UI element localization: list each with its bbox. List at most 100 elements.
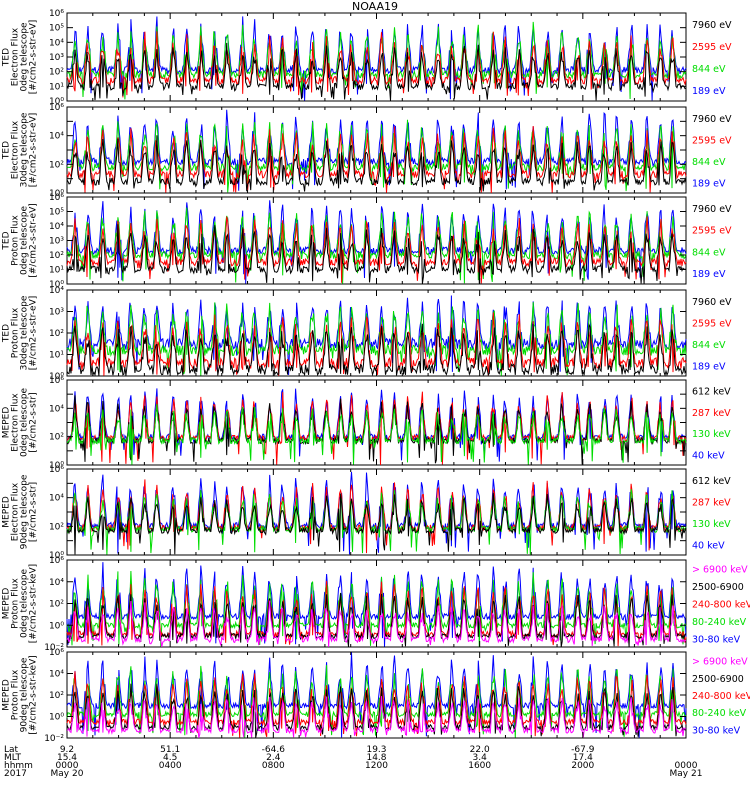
series-line-blue xyxy=(66,471,687,555)
y-axis-label-line: [#/cm2-s-str-keV] xyxy=(29,564,39,643)
series-line-red xyxy=(66,671,687,738)
y-tick-label: 10⁰ xyxy=(49,372,64,382)
panel-1: 10⁰ 10¹ 10² 10³ 10⁴ 10⁵ 10⁶ TEDElectron Flux0de… xyxy=(2,9,733,107)
y-tick-label: 10⁰ xyxy=(49,461,64,471)
x-tick-label: 1200 xyxy=(365,761,388,771)
legend-entry: 844 eV xyxy=(692,247,726,258)
x-tick-label: 2.4 xyxy=(266,753,281,763)
y-tick-label: 10⁻² xyxy=(44,643,64,653)
y-tick-label: 10⁶ xyxy=(49,193,64,203)
legend-entry: 130 keV xyxy=(692,429,731,440)
y-axis-label-line: 0deg telescope xyxy=(20,388,30,458)
legend-entry: > 6900 keV xyxy=(692,657,748,668)
y-tick-label: 10⁴ xyxy=(49,404,64,414)
legend-entry: 287 keV xyxy=(692,408,731,419)
y-tick-label: 10⁴ xyxy=(49,222,64,232)
legend-entry: 240-800 keV xyxy=(692,691,750,702)
series-line-green xyxy=(66,302,687,376)
y-axis-label-line: 90deg telescope xyxy=(20,657,30,732)
y-axis-label: MEPEDElectron Flux0deg telescope[#/cm2-s… xyxy=(2,388,39,458)
y-axis-label-line: [#/cm2-s-str-eV] xyxy=(29,113,39,188)
y-axis-label-line: [#/cm2-s-str-eV] xyxy=(29,203,39,278)
y-tick-label: 10⁵ xyxy=(49,24,64,34)
y-tick-label: 10¹ xyxy=(49,266,64,276)
y-tick-label: 10⁶ xyxy=(49,465,64,475)
y-axis-label-line: 30deg telescope xyxy=(20,295,30,370)
y-tick-label: 10⁴ xyxy=(49,670,64,680)
series-line-blue xyxy=(66,562,687,647)
x-row-label: Lat xyxy=(4,745,19,755)
x-tick-label: -67.9 xyxy=(571,745,595,755)
series-line-green xyxy=(66,119,687,193)
y-axis-label-line: TED xyxy=(2,231,12,250)
y-tick-label: 10⁴ xyxy=(49,38,64,48)
y-tick-label: 10³ xyxy=(49,53,64,63)
y-axis-label-line: 0deg telescope xyxy=(20,22,30,92)
y-axis-label-line: Electron Flux xyxy=(11,393,21,452)
y-axis-label: TEDProton Flux30deg telescope[#/cm2-s-st… xyxy=(2,295,39,370)
legend-entry: 2595 eV xyxy=(692,226,732,237)
y-tick-label: 10² xyxy=(49,251,64,261)
y-tick-label: 10² xyxy=(49,160,64,170)
x-tick-label: 19.3 xyxy=(366,745,386,755)
x-tick-label: 17.4 xyxy=(573,753,593,763)
legend-entry: 2500-6900 xyxy=(692,582,744,593)
y-axis-label-line: [#/cm2-s-str-keV] xyxy=(29,655,39,734)
y-tick-label: 10⁴ xyxy=(49,132,64,142)
y-axis-label-line: Proton Flux xyxy=(11,669,21,720)
y-tick-label: 10² xyxy=(49,68,64,78)
legend-entry: 7960 eV xyxy=(692,20,732,31)
y-axis-label-line: MEPED xyxy=(2,588,12,620)
legend-entry: 844 eV xyxy=(692,340,726,351)
legend-entry: 7960 eV xyxy=(692,204,732,215)
y-tick-label: 10⁰ xyxy=(49,713,64,723)
legend-entry: 844 eV xyxy=(692,64,726,75)
y-tick-label: 10⁰ xyxy=(49,97,64,107)
legend-entry: 30-80 keV xyxy=(692,634,741,645)
legend-entry: 40 keV xyxy=(692,540,725,551)
series-line-green xyxy=(66,570,687,647)
x-tick-label: 0000 xyxy=(675,761,698,771)
y-tick-label: 10³ xyxy=(49,237,64,247)
x-tick-label: 14.8 xyxy=(366,753,386,763)
legend-entry: 189 eV xyxy=(692,361,726,372)
x-row-label: MLT xyxy=(4,753,22,763)
legend-entry: 189 eV xyxy=(692,269,726,280)
legend-entry: 80-240 keV xyxy=(692,708,747,719)
y-axis-label-line: MEPED xyxy=(2,496,12,528)
y-tick-label: 10⁶ xyxy=(49,648,64,658)
series-line-red xyxy=(66,31,687,98)
legend-entry: 240-800 keV xyxy=(692,600,750,611)
series-line-black xyxy=(66,42,687,101)
figure-title: NOAA19 xyxy=(351,0,399,13)
x-tick-label: May 21 xyxy=(670,769,703,779)
x-tick-label: 15.4 xyxy=(57,753,77,763)
y-axis-label: MEPEDProton Flux90deg telescope[#/cm2-s-… xyxy=(2,655,39,734)
legend-entry: 612 keV xyxy=(692,476,731,487)
legend-entry: 612 keV xyxy=(692,387,731,398)
y-tick-label: 10⁴ xyxy=(49,494,64,504)
series-line-green xyxy=(66,403,687,465)
y-tick-label: 10⁴ xyxy=(49,286,64,296)
legend-entry: 189 eV xyxy=(692,178,726,189)
panel-3: 10⁰ 10¹ 10² 10³ 10⁴ 10⁵ 10⁶ TEDProton Flux0deg … xyxy=(2,193,733,290)
x-tick-label: 0400 xyxy=(159,761,182,771)
legend-entry: 189 eV xyxy=(692,86,726,97)
panel-4: 10⁰ 10¹ 10² 10³ 10⁴ TEDProton Flux30deg teles… xyxy=(2,286,733,382)
y-tick-label: 10⁰ xyxy=(49,551,64,561)
panel-5: 10⁰ 10² 10⁴ 10⁶ MEPEDElectron Flux0deg teles… xyxy=(2,376,732,471)
y-axis-label-line: MEPED xyxy=(2,407,12,439)
y-axis-label-line: TED xyxy=(2,324,12,343)
series-line-red xyxy=(66,391,687,466)
series-line-blue xyxy=(66,652,687,738)
y-axis-label: MEPEDElectron Flux90deg telescope[#/cm2-… xyxy=(2,474,39,549)
series-line-black xyxy=(66,492,687,555)
y-axis-label: TEDProton Flux0deg telescope[#/cm2-s-str… xyxy=(2,203,39,278)
legend-entry: 2595 eV xyxy=(692,135,732,146)
y-axis-label-line: Proton Flux xyxy=(11,215,21,266)
legend-entry: 287 keV xyxy=(692,497,731,508)
y-axis-label-line: TED xyxy=(2,48,12,67)
x-tick-label: 9.2 xyxy=(60,745,74,755)
x-row-label: hhmm xyxy=(4,761,33,771)
